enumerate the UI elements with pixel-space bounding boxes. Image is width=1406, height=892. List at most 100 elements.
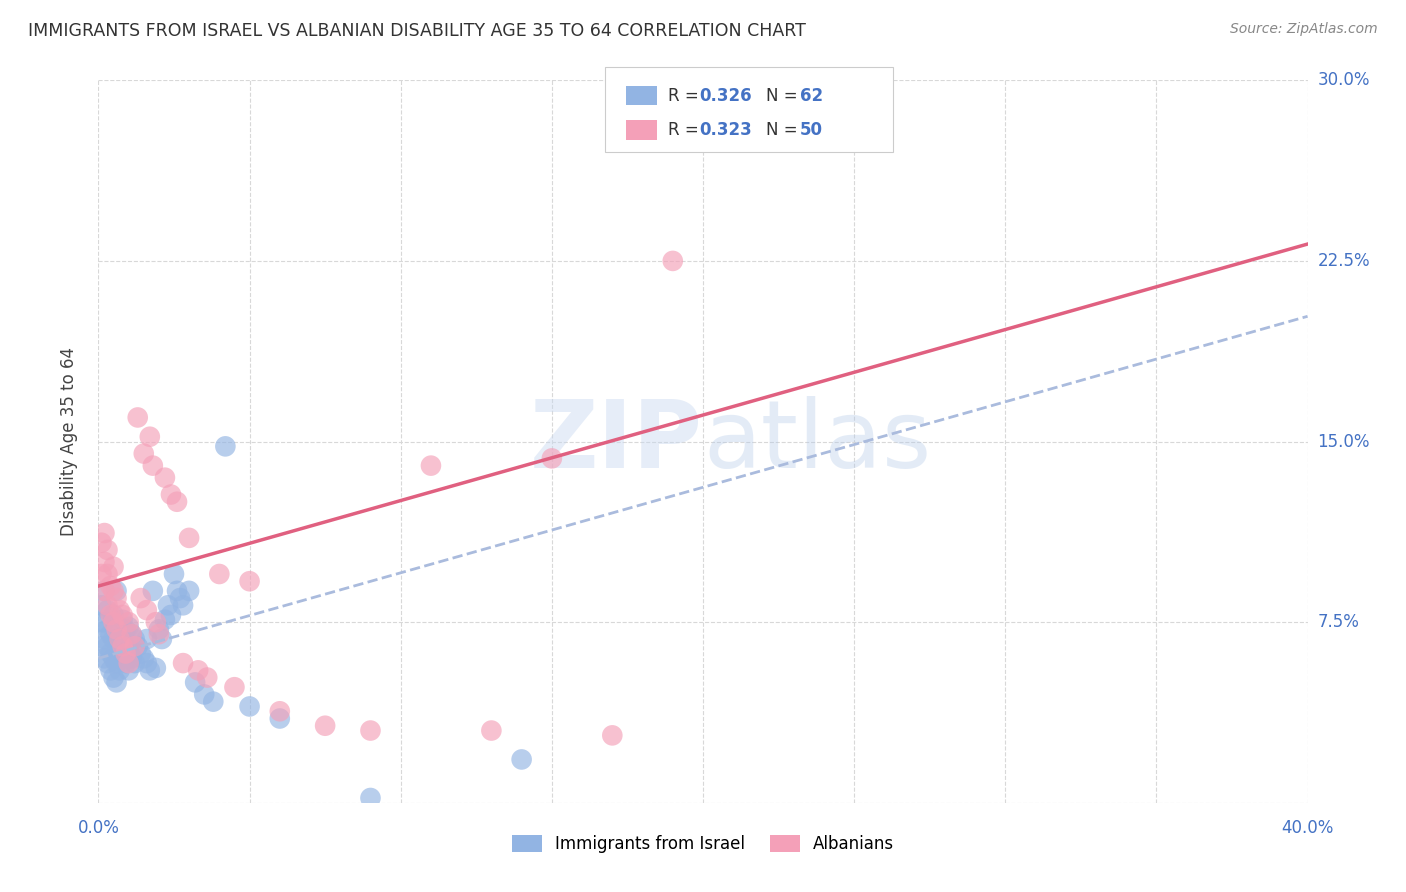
Point (150, 632, 173, 646)
Point (105, 623, 128, 637)
Point (193, 687, 215, 701)
Point (93, 555, 115, 569)
Point (121, 651, 143, 665)
Text: 50: 50 (800, 120, 823, 139)
Point (153, 470, 176, 484)
Point (145, 661, 167, 675)
Text: 0.0%: 0.0% (77, 819, 120, 837)
Text: 40.0%: 40.0% (1281, 819, 1334, 837)
Legend: Immigrants from Israel, Albanians: Immigrants from Israel, Albanians (505, 828, 901, 860)
Point (114, 656, 136, 670)
Point (105, 583, 128, 598)
Point (239, 699, 262, 714)
Point (602, 728, 624, 742)
Point (118, 656, 141, 670)
Point (103, 559, 125, 574)
Point (156, 599, 179, 613)
Point (100, 647, 122, 661)
Point (103, 632, 125, 646)
Point (90, 567, 112, 582)
Point (202, 695, 225, 709)
Point (142, 458, 165, 473)
Point (103, 651, 125, 665)
Point (96, 656, 118, 670)
Point (148, 623, 170, 637)
Point (118, 641, 141, 656)
Point (111, 607, 134, 622)
Point (420, 458, 443, 473)
Text: IMMIGRANTS FROM ISRAEL VS ALBANIAN DISABILITY AGE 35 TO 64 CORRELATION CHART: IMMIGRANTS FROM ISRAEL VS ALBANIAN DISAB… (28, 22, 806, 40)
Point (103, 671, 125, 685)
Point (224, 680, 246, 694)
Text: 62: 62 (800, 87, 823, 104)
Point (93, 526, 115, 541)
Point (96, 639, 118, 653)
Point (96, 603, 118, 617)
Point (135, 656, 157, 670)
Point (108, 664, 131, 678)
Point (93, 615, 115, 630)
Point (132, 651, 155, 665)
Text: ZIP: ZIP (530, 395, 703, 488)
Point (90, 535, 112, 549)
Point (481, 723, 503, 738)
Point (135, 603, 157, 617)
Point (118, 664, 141, 678)
Point (90, 615, 112, 630)
Point (510, 752, 533, 766)
Point (195, 671, 218, 685)
Point (124, 656, 146, 670)
Point (169, 591, 191, 605)
Text: R =: R = (668, 120, 704, 139)
Point (103, 615, 125, 630)
Text: Source: ZipAtlas.com: Source: ZipAtlas.com (1230, 22, 1378, 37)
Point (163, 567, 186, 582)
Text: 7.5%: 7.5% (1317, 613, 1360, 632)
Point (148, 627, 170, 641)
Point (160, 607, 183, 622)
Point (108, 603, 131, 617)
Point (114, 623, 136, 637)
Point (124, 639, 146, 653)
Point (360, 791, 382, 805)
Point (108, 632, 131, 646)
Text: 30.0%: 30.0% (1317, 71, 1369, 89)
Point (100, 664, 122, 678)
Point (127, 639, 149, 653)
Point (118, 615, 141, 630)
Point (93, 632, 115, 646)
Text: N =: N = (766, 120, 803, 139)
Point (108, 620, 131, 634)
Point (124, 632, 146, 646)
Point (96, 623, 118, 637)
Point (184, 675, 207, 690)
Point (108, 639, 131, 653)
Point (121, 627, 143, 641)
Point (111, 613, 134, 627)
Point (269, 712, 291, 726)
Point (166, 494, 188, 508)
Point (239, 574, 262, 589)
Point (139, 430, 162, 444)
Point (90, 599, 112, 613)
Text: 0.326: 0.326 (699, 87, 751, 104)
Point (90, 639, 112, 653)
Point (153, 613, 176, 627)
Y-axis label: Disability Age 35 to 64: Disability Age 35 to 64 (59, 347, 77, 536)
Point (118, 620, 141, 634)
Point (661, 253, 683, 268)
Point (314, 719, 336, 733)
Point (93, 651, 115, 665)
Point (269, 704, 291, 718)
Point (135, 632, 157, 646)
Point (172, 656, 194, 670)
Point (179, 531, 201, 545)
Point (93, 583, 115, 598)
Point (360, 723, 382, 738)
Point (129, 591, 152, 605)
Point (129, 647, 152, 661)
Point (208, 567, 231, 582)
Point (103, 607, 125, 622)
Text: N =: N = (766, 87, 803, 104)
Point (93, 583, 115, 598)
